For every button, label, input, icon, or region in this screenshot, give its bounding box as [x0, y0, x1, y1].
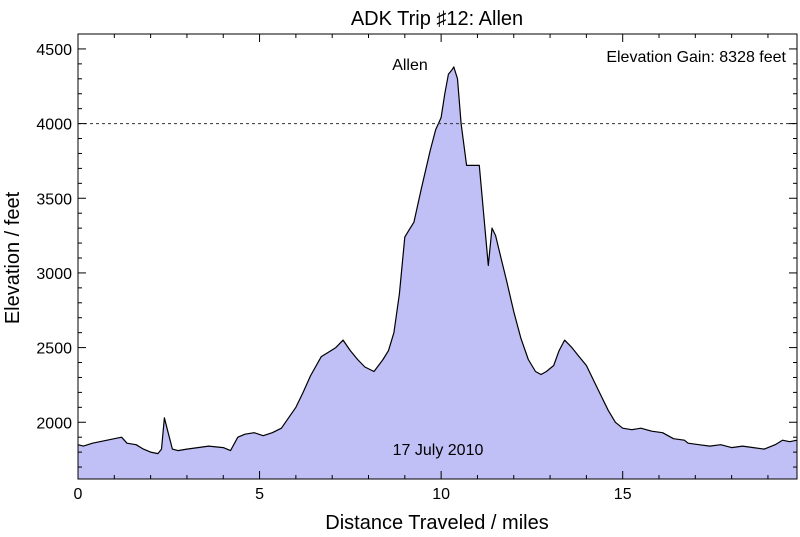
y-tick-label: 3000	[36, 266, 72, 283]
elevation-line	[77, 66, 798, 455]
y-tick-label: 4500	[36, 42, 72, 59]
plot-area: 0 5 10 15 2000 2500 3000 3500 4000 4500	[36, 33, 798, 503]
plot-frame	[77, 33, 798, 480]
date-annotation: 17 July 2010	[393, 442, 484, 459]
y-tick-label: 3500	[36, 191, 72, 208]
y-tick-label: 2000	[36, 415, 72, 432]
x-tick-label: 15	[614, 486, 632, 503]
peak-annotation: Allen	[392, 57, 428, 74]
y-axis-title: Elevation / feet	[2, 191, 24, 324]
y-tick-label: 4000	[36, 117, 72, 134]
x-tick-label: 5	[255, 486, 264, 503]
x-tick-label: 0	[74, 486, 83, 503]
y-tick-label: 2500	[36, 341, 72, 358]
x-tick-label: 10	[432, 486, 450, 503]
chart-title: ADK Trip ♯12: Allen	[351, 8, 523, 30]
gain-annotation: Elevation Gain: 8328 feet	[606, 49, 786, 66]
elevation-area	[78, 66, 797, 480]
x-axis-title: Distance Traveled / miles	[325, 512, 548, 534]
